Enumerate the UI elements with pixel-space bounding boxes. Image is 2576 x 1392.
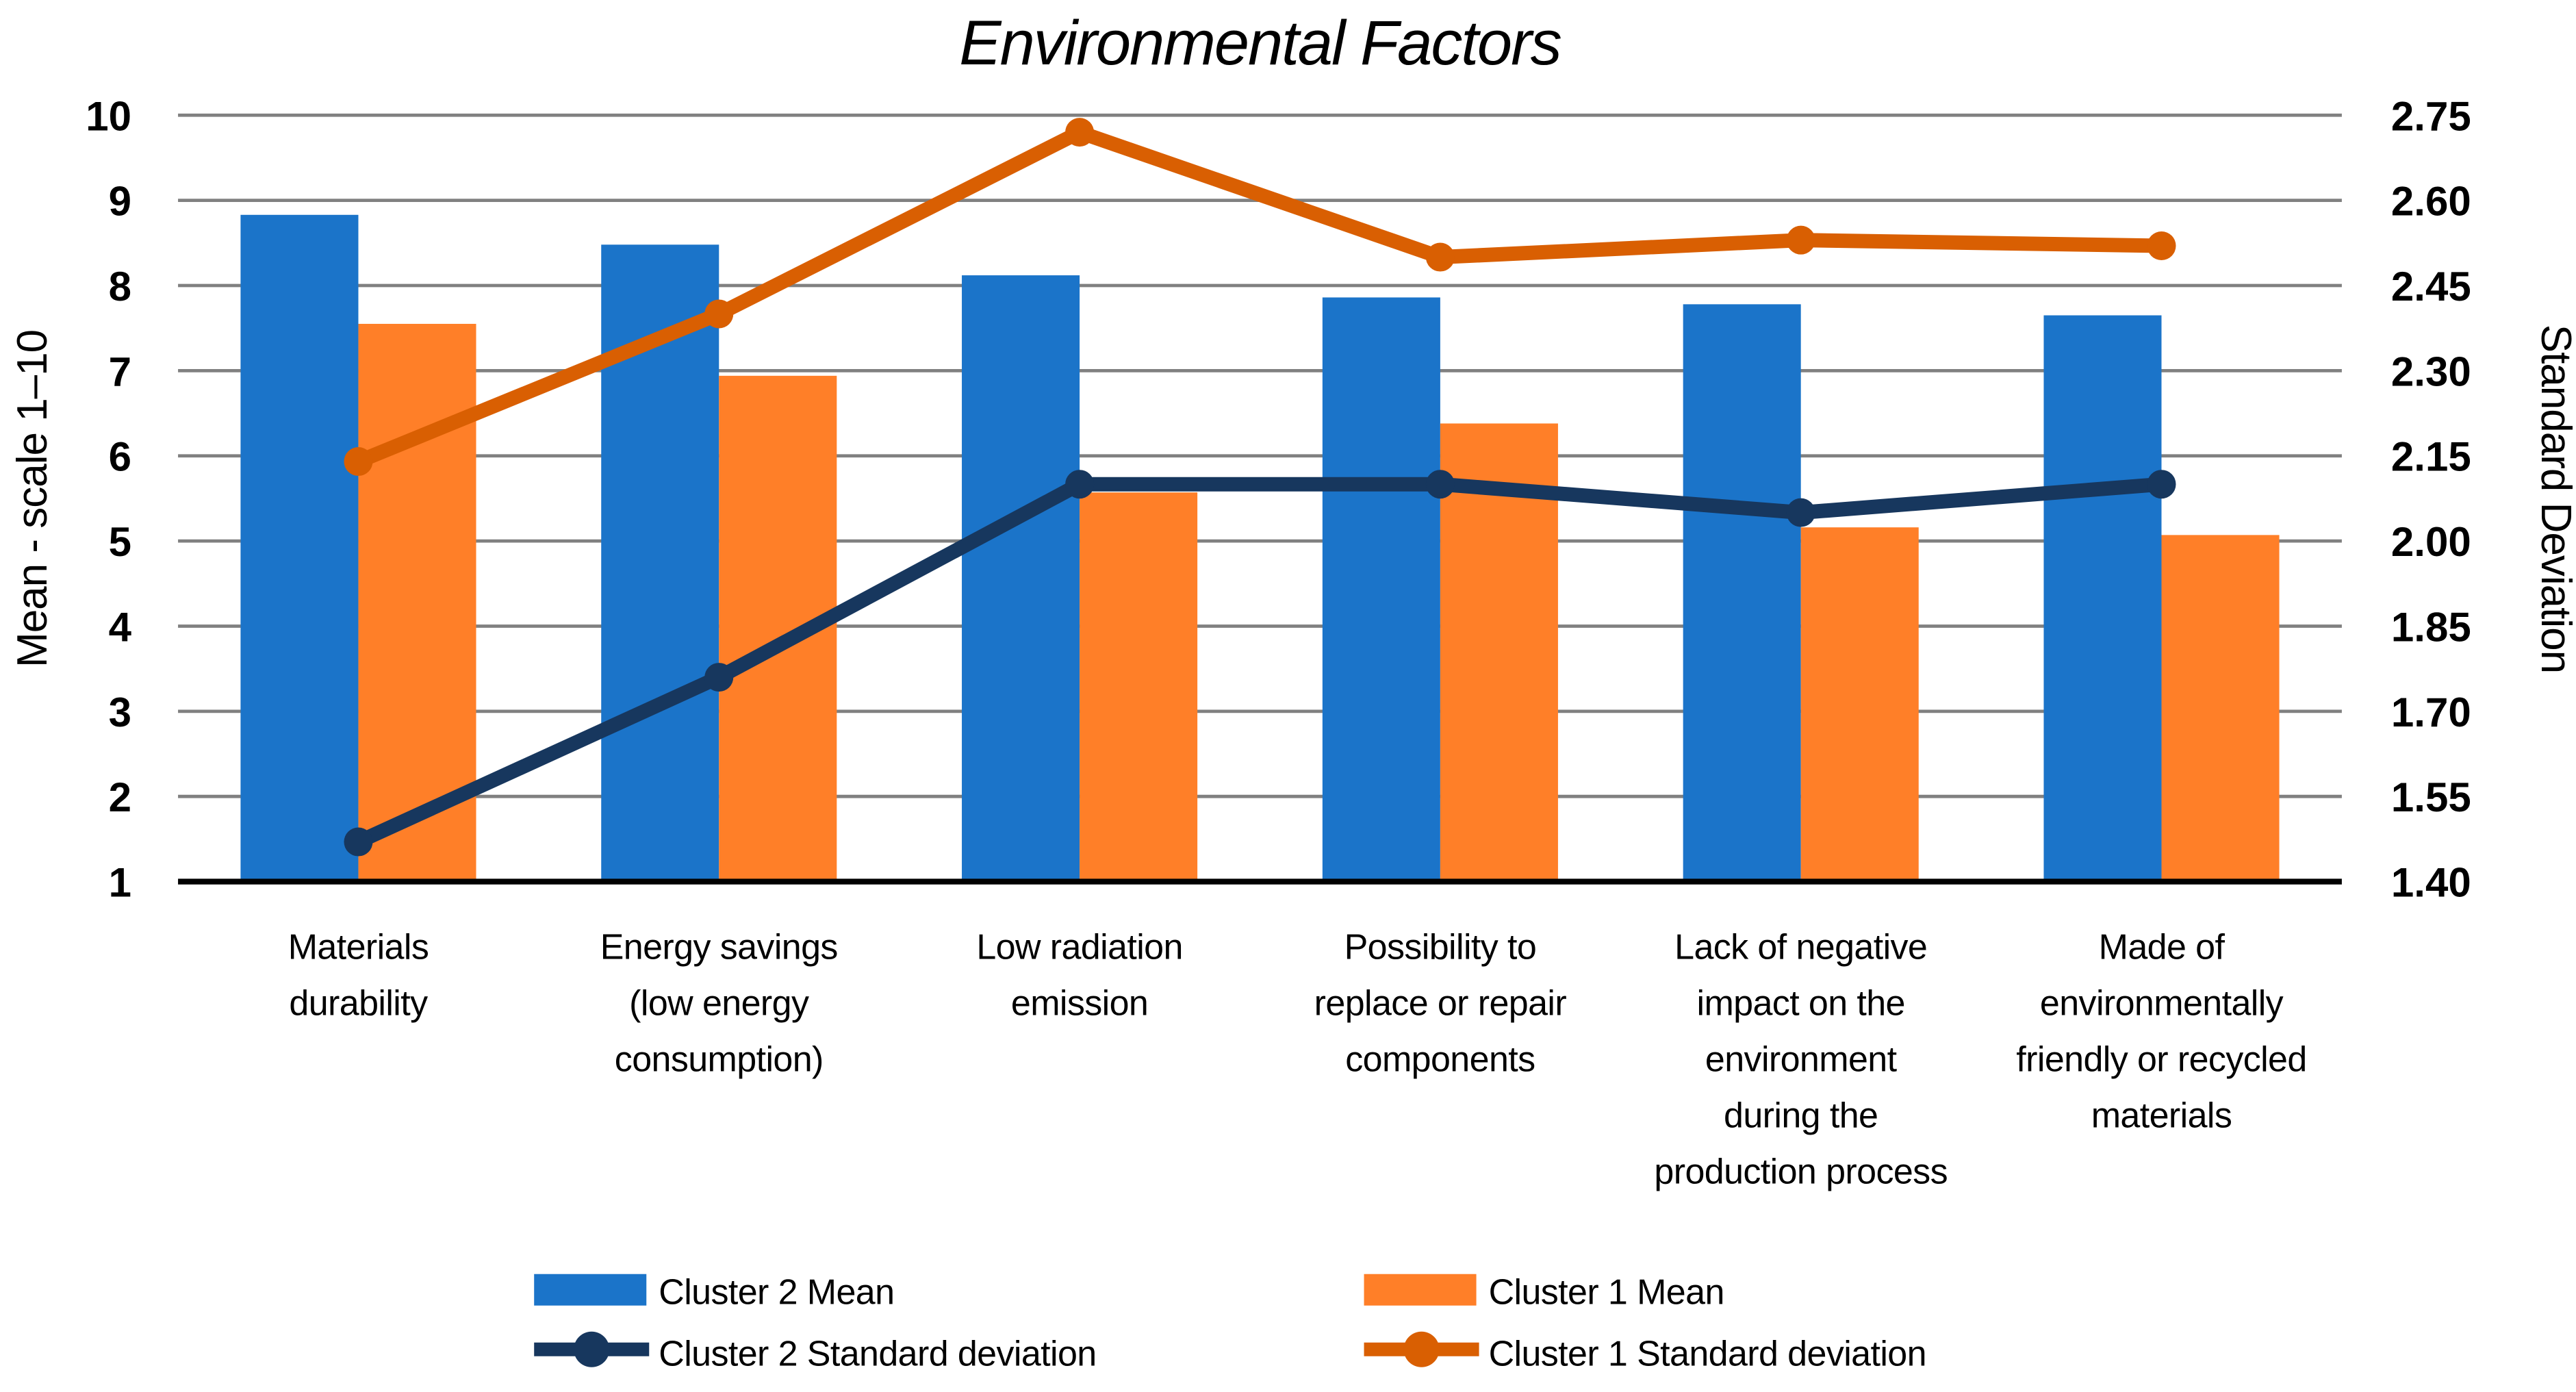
category-label-line: Lack of negative — [1674, 928, 1927, 967]
right-tick-label: 2.30 — [2391, 349, 2471, 394]
marker-cluster-2-standard-deviation — [1425, 470, 1455, 499]
right-tick-label: 2.15 — [2391, 434, 2471, 480]
legend-swatch-cluster2-mean — [534, 1274, 647, 1306]
category-label-line: (low energy — [629, 984, 809, 1024]
category-label-line: environmentally — [2040, 984, 2284, 1024]
category-label-line: during the — [1724, 1096, 1878, 1136]
bar-cluster-2-mean — [1322, 297, 1440, 882]
marker-cluster-2-standard-deviation — [2147, 470, 2176, 499]
line-series-layer — [344, 118, 2176, 857]
category-label-line: durability — [289, 984, 428, 1024]
category-label-line: Energy savings — [600, 928, 838, 967]
right-tick-label: 1.40 — [2391, 860, 2471, 906]
bar-cluster-2-mean — [240, 214, 359, 882]
chart-title: Environmental Factors — [959, 8, 1561, 78]
category-label-line: production process — [1654, 1152, 1948, 1192]
category-label-line: materials — [2091, 1096, 2232, 1136]
bar-cluster-1-mean — [1440, 423, 1558, 882]
gridlines-layer — [178, 113, 2342, 798]
marker-cluster-1-standard-deviation — [1425, 242, 1455, 272]
category-label-line: emission — [1011, 984, 1148, 1024]
left-tick-label: 1 — [109, 860, 131, 906]
bar-cluster-2-mean — [962, 275, 1080, 882]
marker-cluster-2-standard-deviation — [344, 827, 373, 857]
marker-cluster-1-standard-deviation — [2147, 231, 2176, 260]
right-tick-labels: 2.75 2.60 2.45 2.30 2.15 2.00 1.85 1.70 1.55 1.40 — [2391, 93, 2471, 905]
marker-cluster-1-standard-deviation — [1065, 118, 1095, 147]
right-tick-label: 1.85 — [2391, 604, 2471, 650]
bar-cluster-1-mean — [1800, 527, 1919, 882]
category-label-line: friendly or recycled — [2016, 1040, 2306, 1080]
right-tick-label: 2.60 — [2391, 179, 2471, 225]
left-tick-label: 6 — [109, 434, 131, 480]
legend-marker-cluster1-sd — [1403, 1331, 1440, 1367]
category-label-line: environment — [1705, 1040, 1898, 1080]
category-label-line: replace or repair — [1314, 984, 1567, 1024]
left-tick-label: 9 — [109, 179, 131, 225]
left-tick-label: 8 — [109, 264, 131, 309]
right-tick-label: 1.70 — [2391, 689, 2471, 735]
bars-layer — [240, 214, 2280, 882]
bar-cluster-1-mean — [1080, 492, 1198, 882]
marker-cluster-1-standard-deviation — [704, 299, 734, 329]
legend-marker-cluster2-sd — [574, 1331, 610, 1367]
left-tick-label: 10 — [86, 93, 131, 139]
category-label-line: components — [1345, 1040, 1535, 1080]
bar-cluster-1-mean — [2161, 535, 2280, 882]
category-label-line: consumption) — [615, 1040, 824, 1080]
bar-cluster-2-mean — [1683, 304, 1801, 882]
legend: Cluster 2 Mean Cluster 1 Mean Cluster 2 … — [534, 1273, 1927, 1374]
left-tick-label: 4 — [109, 604, 132, 650]
line-cluster-1-standard-deviation — [350, 125, 2169, 469]
category-label-line: Materials — [288, 928, 429, 967]
right-tick-label: 2.00 — [2391, 519, 2471, 565]
legend-label-cluster2-sd: Cluster 2 Standard deviation — [659, 1334, 1096, 1374]
legend-label-cluster2-mean: Cluster 2 Mean — [659, 1273, 894, 1313]
bar-cluster-2-mean — [2043, 315, 2162, 882]
category-label-line: Made of — [2099, 928, 2226, 967]
category-labels: Materials durability Energy savings (low en… — [288, 928, 2308, 1192]
left-tick-label: 3 — [109, 689, 131, 735]
marker-cluster-2-standard-deviation — [1065, 470, 1095, 499]
legend-label-cluster1-sd: Cluster 1 Standard deviation — [1489, 1334, 1926, 1374]
left-tick-labels: 10 9 8 7 6 5 4 3 2 1 — [86, 93, 131, 905]
left-axis-title: Mean - scale 1–10 — [9, 330, 56, 668]
left-tick-label: 5 — [109, 519, 131, 565]
right-tick-label: 1.55 — [2391, 774, 2471, 820]
right-axis-title: Standard Deviation — [2532, 325, 2576, 673]
line-cluster-2-standard-deviation — [350, 477, 2169, 850]
marker-cluster-1-standard-deviation — [1786, 225, 1815, 255]
category-label-line: Low radiation — [976, 928, 1183, 967]
marker-cluster-2-standard-deviation — [704, 663, 734, 692]
left-tick-label: 2 — [109, 774, 131, 820]
category-label-line: impact on the — [1697, 984, 1905, 1024]
marker-cluster-2-standard-deviation — [1786, 498, 1815, 527]
right-tick-label: 2.75 — [2391, 93, 2471, 139]
marker-cluster-1-standard-deviation — [344, 447, 373, 477]
legend-label-cluster1-mean: Cluster 1 Mean — [1489, 1273, 1724, 1313]
legend-swatch-cluster1-mean — [1364, 1274, 1477, 1306]
category-label-line: Possibility to — [1344, 928, 1537, 967]
left-tick-label: 7 — [109, 349, 131, 394]
right-tick-label: 2.45 — [2391, 264, 2471, 309]
